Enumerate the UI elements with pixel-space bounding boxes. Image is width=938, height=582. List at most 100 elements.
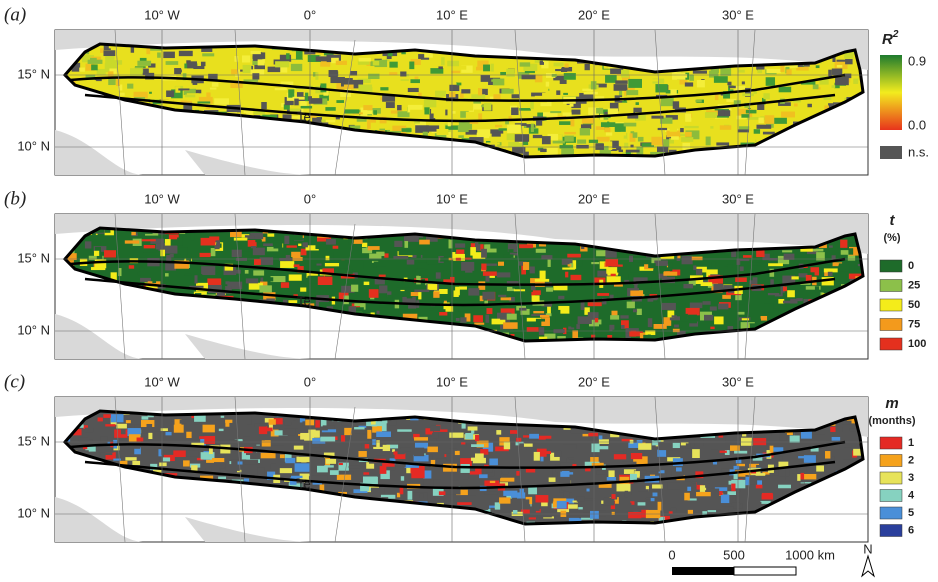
pixel xyxy=(507,314,517,320)
pixel xyxy=(746,110,757,114)
pixel xyxy=(484,103,492,111)
pixel xyxy=(626,150,640,153)
pixel xyxy=(166,255,171,261)
pixel xyxy=(364,282,370,285)
lon-label: 10° W xyxy=(144,191,180,206)
pixel xyxy=(449,85,459,91)
pixel xyxy=(337,475,351,480)
pixel xyxy=(531,124,534,132)
legend-label: 4 xyxy=(908,489,915,501)
pixel xyxy=(251,246,256,248)
lon-label: 30° E xyxy=(722,7,754,22)
legend-label: n.s. xyxy=(908,144,929,159)
pixel xyxy=(253,248,265,256)
legend-label: 2 xyxy=(908,454,914,466)
pixel xyxy=(215,245,220,249)
pixel xyxy=(264,428,273,432)
pixel xyxy=(358,85,372,93)
pixel xyxy=(263,277,273,281)
pixel xyxy=(710,120,714,126)
pixel xyxy=(756,485,763,489)
pixel xyxy=(673,101,679,109)
pixel xyxy=(577,140,586,144)
pixel xyxy=(286,245,296,247)
pixel xyxy=(436,272,441,278)
pixel xyxy=(696,492,711,496)
pixel xyxy=(457,82,462,85)
pixel xyxy=(302,242,307,247)
pixel xyxy=(712,261,716,267)
pixel xyxy=(369,289,379,298)
scale-label: 0 xyxy=(668,547,675,562)
pixel xyxy=(627,302,635,309)
pixel xyxy=(693,265,696,270)
pixel xyxy=(234,56,238,62)
pixel xyxy=(111,414,124,422)
pixel xyxy=(126,420,131,423)
pixel xyxy=(165,432,171,435)
pixel xyxy=(177,237,183,245)
pixel xyxy=(277,270,280,276)
pixel xyxy=(202,53,214,56)
pixel xyxy=(79,437,89,441)
pixel xyxy=(291,289,296,293)
pixel xyxy=(315,420,320,427)
pixel xyxy=(506,69,515,77)
pixel xyxy=(773,447,783,451)
pixel xyxy=(296,50,303,59)
pixel xyxy=(783,287,787,292)
pixel xyxy=(214,98,229,104)
pixel xyxy=(85,241,91,248)
pixel xyxy=(221,416,224,418)
pixel xyxy=(720,125,731,130)
pixel xyxy=(504,442,510,450)
pixel xyxy=(454,290,459,297)
pixel xyxy=(727,82,731,86)
pixel xyxy=(763,93,769,99)
panel-label: (a) xyxy=(4,4,26,25)
pixel xyxy=(146,424,152,433)
pixel xyxy=(842,421,851,424)
pixel xyxy=(257,468,265,475)
pixel xyxy=(552,74,557,77)
pixel xyxy=(481,264,486,271)
pixel xyxy=(651,498,655,501)
pixel xyxy=(389,62,397,68)
pixel xyxy=(411,470,424,478)
pixel xyxy=(365,444,370,448)
pixel xyxy=(271,175,285,183)
pixel xyxy=(478,88,482,95)
pixel xyxy=(708,510,717,512)
pixel xyxy=(328,285,335,288)
pixel xyxy=(411,292,419,296)
pixel xyxy=(396,288,410,290)
pixel xyxy=(840,240,847,248)
pixel xyxy=(611,444,625,452)
pixel xyxy=(323,290,326,296)
pixel xyxy=(568,264,572,266)
pixel xyxy=(800,473,804,480)
pixel xyxy=(610,315,619,319)
pixel xyxy=(540,271,546,280)
pixel xyxy=(144,245,155,248)
pixel xyxy=(528,487,537,495)
pixel xyxy=(75,541,88,549)
pixel xyxy=(658,442,672,450)
pixel xyxy=(533,311,544,313)
pixel xyxy=(321,419,326,426)
pixel xyxy=(258,59,265,65)
pixel xyxy=(499,128,507,130)
pixel xyxy=(230,231,242,237)
legend-swatch xyxy=(880,299,902,311)
pixel xyxy=(710,306,717,310)
pixel xyxy=(588,302,602,306)
pixel xyxy=(714,76,728,83)
pixel xyxy=(764,303,773,312)
pixel xyxy=(624,123,637,127)
pixel xyxy=(234,270,241,274)
pixel xyxy=(564,136,573,142)
pixel xyxy=(232,250,242,257)
pixel xyxy=(781,112,795,118)
pixel xyxy=(341,435,345,442)
pixel xyxy=(734,451,747,454)
